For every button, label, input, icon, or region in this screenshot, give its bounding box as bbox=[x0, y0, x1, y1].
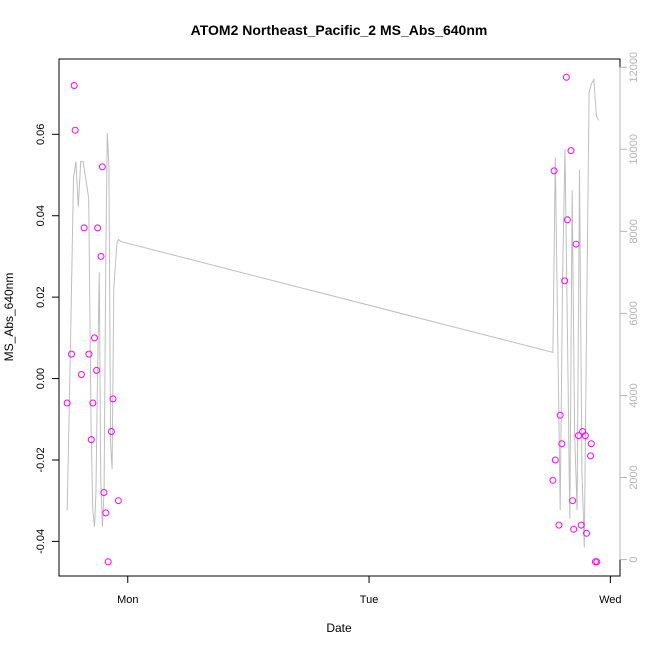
data-point bbox=[70, 82, 78, 89]
data-point bbox=[71, 126, 79, 134]
x-tick-label: Mon bbox=[117, 594, 138, 606]
data-point bbox=[93, 366, 101, 374]
data-point bbox=[577, 521, 585, 529]
data-point bbox=[549, 476, 557, 484]
data-point bbox=[551, 456, 559, 464]
data-point bbox=[563, 216, 571, 224]
y-tick-label: -0.02 bbox=[35, 447, 47, 472]
x-tick-label: Tue bbox=[360, 594, 379, 606]
data-point bbox=[100, 489, 108, 496]
y2-tick-label: 8000 bbox=[628, 219, 640, 243]
y-axis-right: 0 2000 4000 6000 8000 10000 12000 bbox=[619, 52, 640, 563]
data-point bbox=[63, 399, 71, 407]
data-point bbox=[567, 147, 575, 155]
data-point bbox=[575, 432, 582, 440]
data-point bbox=[114, 497, 122, 505]
data-point bbox=[556, 411, 564, 419]
data-point bbox=[77, 371, 85, 378]
x-axis: Mon Tue Wed bbox=[117, 575, 622, 606]
data-point bbox=[555, 521, 563, 529]
chart-title: ATOM2 Northeast_Pacific_2 MS_Abs_640nm bbox=[191, 22, 488, 38]
data-point bbox=[87, 436, 95, 444]
data-point bbox=[97, 252, 105, 260]
data-point bbox=[569, 497, 577, 505]
y-tick-label: 0.06 bbox=[35, 124, 47, 145]
y-tick-label: 0.02 bbox=[35, 286, 47, 307]
data-point bbox=[550, 167, 558, 175]
data-point bbox=[561, 277, 569, 285]
data-point bbox=[104, 558, 112, 566]
data-point bbox=[98, 163, 106, 171]
data-point bbox=[85, 350, 93, 358]
data-point bbox=[583, 529, 590, 537]
series-layer bbox=[63, 73, 601, 566]
data-point bbox=[587, 452, 595, 460]
data-point bbox=[91, 334, 98, 342]
data-point bbox=[558, 440, 566, 448]
y2-tick-label: 0 bbox=[628, 557, 640, 563]
x-tick-label: Wed bbox=[599, 594, 621, 606]
data-point bbox=[562, 73, 570, 81]
y-tick-label: -0.04 bbox=[35, 529, 47, 554]
data-point bbox=[572, 240, 580, 248]
data-point bbox=[94, 224, 102, 232]
data-point bbox=[593, 558, 601, 566]
y2-tick-label: 2000 bbox=[628, 465, 640, 489]
plot-box bbox=[58, 58, 621, 577]
y-tick-label: 0.04 bbox=[35, 205, 47, 226]
data-point bbox=[107, 428, 115, 435]
data-point bbox=[102, 509, 110, 517]
y2-tick-label: 4000 bbox=[628, 383, 640, 407]
data-point bbox=[570, 525, 578, 533]
data-point bbox=[587, 440, 595, 448]
y2-tick-label: 12000 bbox=[628, 52, 640, 83]
data-point bbox=[80, 224, 88, 232]
data-point bbox=[581, 432, 589, 440]
y-tick-label: 0.00 bbox=[35, 368, 47, 389]
y-axis-label: MS_Abs_640nm bbox=[2, 273, 16, 362]
y-axis-left: -0.04 -0.02 0.00 0.02 0.04 0.06 bbox=[35, 124, 60, 554]
data-point bbox=[68, 350, 75, 358]
y2-tick-label: 10000 bbox=[628, 134, 640, 165]
y2-tick-label: 6000 bbox=[628, 301, 640, 325]
data-point bbox=[89, 399, 97, 407]
data-point bbox=[109, 395, 117, 403]
x-axis-label: Date bbox=[326, 621, 352, 635]
series-line bbox=[66, 77, 600, 548]
